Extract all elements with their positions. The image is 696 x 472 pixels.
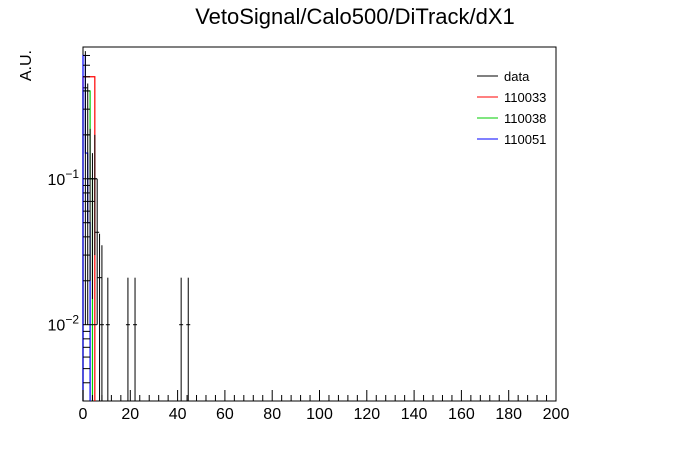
x-tick-label: 120 xyxy=(353,406,380,423)
data-point xyxy=(95,178,100,325)
legend-label: data xyxy=(504,69,530,84)
legend-label: 110033 xyxy=(504,90,546,105)
data-point xyxy=(133,277,138,401)
chart-title: VetoSignal/Calo500/DiTrack/dX1 xyxy=(195,4,515,29)
x-tick-label: 20 xyxy=(121,406,139,423)
legend-entry: 110033 xyxy=(477,90,546,105)
y-axis-label: A.U. xyxy=(18,50,35,81)
legend-entry: 110038 xyxy=(477,111,546,126)
data-point xyxy=(97,233,102,401)
x-tick-label: 160 xyxy=(448,406,475,423)
y-axis: 10−1 10−2 xyxy=(48,46,97,402)
legend-label: 110038 xyxy=(504,111,546,126)
y-tick-label: 10−2 xyxy=(48,313,80,335)
x-tick-label: 80 xyxy=(263,406,281,423)
data-point xyxy=(186,277,191,401)
x-tick-label: 60 xyxy=(216,406,234,423)
data-point xyxy=(105,277,110,401)
data-point xyxy=(125,277,130,401)
legend-label: 110051 xyxy=(504,132,546,147)
data-point xyxy=(83,51,88,325)
data-point xyxy=(99,245,104,401)
data-point xyxy=(179,277,184,401)
legend-entry: 110051 xyxy=(477,132,546,147)
x-tick-label: 140 xyxy=(401,406,428,423)
legend-entry: data xyxy=(477,69,530,84)
x-axis: 0 20 40 60 80 100 120 140 160 180 200 xyxy=(79,390,570,423)
x-tick-label: 180 xyxy=(495,406,522,423)
x-tick-label: 200 xyxy=(543,406,570,423)
y-tick-label: 10−1 xyxy=(48,167,80,189)
x-tick-label: 100 xyxy=(306,406,333,423)
x-tick-label: 0 xyxy=(79,406,88,423)
x-tick-label: 40 xyxy=(169,406,187,423)
legend: data 110033 110038 110051 xyxy=(477,69,546,147)
data-point xyxy=(90,153,95,300)
